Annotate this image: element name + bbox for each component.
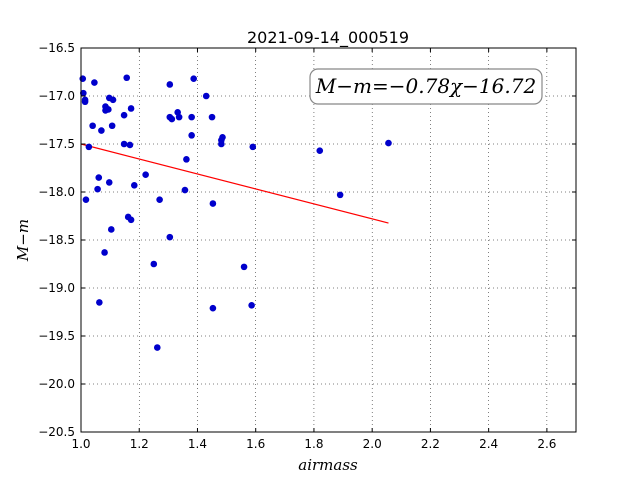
x-tick-label: 2.0 (363, 437, 382, 451)
data-point (127, 216, 135, 224)
data-point (79, 75, 87, 83)
y-tick-label: −18.0 (38, 185, 75, 199)
fit-line (80, 143, 389, 224)
data-point (190, 75, 197, 83)
data-point (89, 122, 96, 130)
annotation-text: M−m=−0.78χ−16.72 (315, 74, 536, 98)
y-tick-label: −19.5 (38, 329, 75, 343)
y-tick-label: −17.0 (38, 89, 75, 103)
x-tick-label: 1.4 (188, 437, 207, 451)
x-tick-label: 1.0 (71, 437, 90, 451)
x-tick-label: 1.8 (304, 437, 323, 451)
data-point (209, 304, 217, 312)
data-point (98, 127, 105, 134)
y-tick-label: −17.5 (38, 137, 75, 151)
data-point (109, 96, 117, 104)
data-point (188, 132, 195, 139)
data-point (153, 344, 161, 351)
axis-ticks: 1.0 1.2 1.4 1.6 1.8 2.0 2.2 2.4 2.6 −16.5 −17.0 −17… (38, 41, 576, 451)
y-tick-label: −18.5 (38, 233, 75, 247)
data-point (107, 226, 115, 233)
x-tick-label: 2.4 (479, 437, 498, 451)
data-point (123, 74, 131, 82)
chart-title: 2021-09-14_000519 (247, 28, 409, 48)
data-point (183, 156, 190, 163)
annotation-box (309, 68, 543, 105)
y-axis-label: M−m (14, 219, 32, 262)
x-tick-label: 1.6 (246, 437, 265, 451)
x-tick-label: 2.2 (421, 437, 440, 451)
data-point (91, 79, 98, 86)
y-tick-label: −20.0 (38, 377, 75, 391)
data-point (120, 140, 128, 148)
data-point (95, 174, 103, 181)
data-point (105, 106, 112, 113)
data-point (336, 191, 344, 199)
x-tick-label: 2.6 (537, 437, 556, 451)
data-point (166, 81, 174, 88)
y-tick-label: −19.0 (38, 281, 75, 295)
data-point (240, 263, 248, 271)
data-point (96, 299, 103, 306)
data-point (385, 139, 392, 147)
data-point (249, 143, 257, 151)
data-point (188, 113, 195, 121)
data-point (126, 141, 134, 149)
data-point (108, 122, 116, 130)
data-point (175, 113, 183, 121)
data-point (80, 89, 87, 97)
data-point (208, 113, 216, 121)
data-point (120, 111, 128, 119)
data-point (81, 96, 89, 104)
data-point (209, 200, 217, 207)
data-point (219, 133, 226, 141)
data-point (130, 181, 138, 189)
data-point (248, 301, 255, 309)
data-point (127, 105, 135, 112)
data-point (150, 260, 158, 268)
data-point (82, 196, 90, 203)
data-point (316, 147, 324, 155)
fit-annotation: M−m=−0.78χ−16.72 (309, 68, 543, 105)
y-tick-label: −16.5 (38, 41, 75, 55)
data-points (79, 74, 392, 351)
x-tick-label: 1.2 (130, 437, 149, 451)
data-point (156, 196, 163, 203)
x-axis-label: airmass (298, 456, 358, 474)
data-point (101, 249, 108, 256)
data-point (105, 179, 113, 186)
data-point (168, 115, 176, 123)
data-point (166, 233, 174, 241)
data-point (85, 143, 93, 151)
y-tick-label: −20.5 (38, 425, 75, 439)
data-point (218, 140, 225, 148)
fit-line-segment (80, 143, 389, 224)
data-point (142, 171, 149, 179)
data-point (181, 186, 189, 194)
data-point (202, 92, 210, 100)
data-point (94, 185, 101, 193)
